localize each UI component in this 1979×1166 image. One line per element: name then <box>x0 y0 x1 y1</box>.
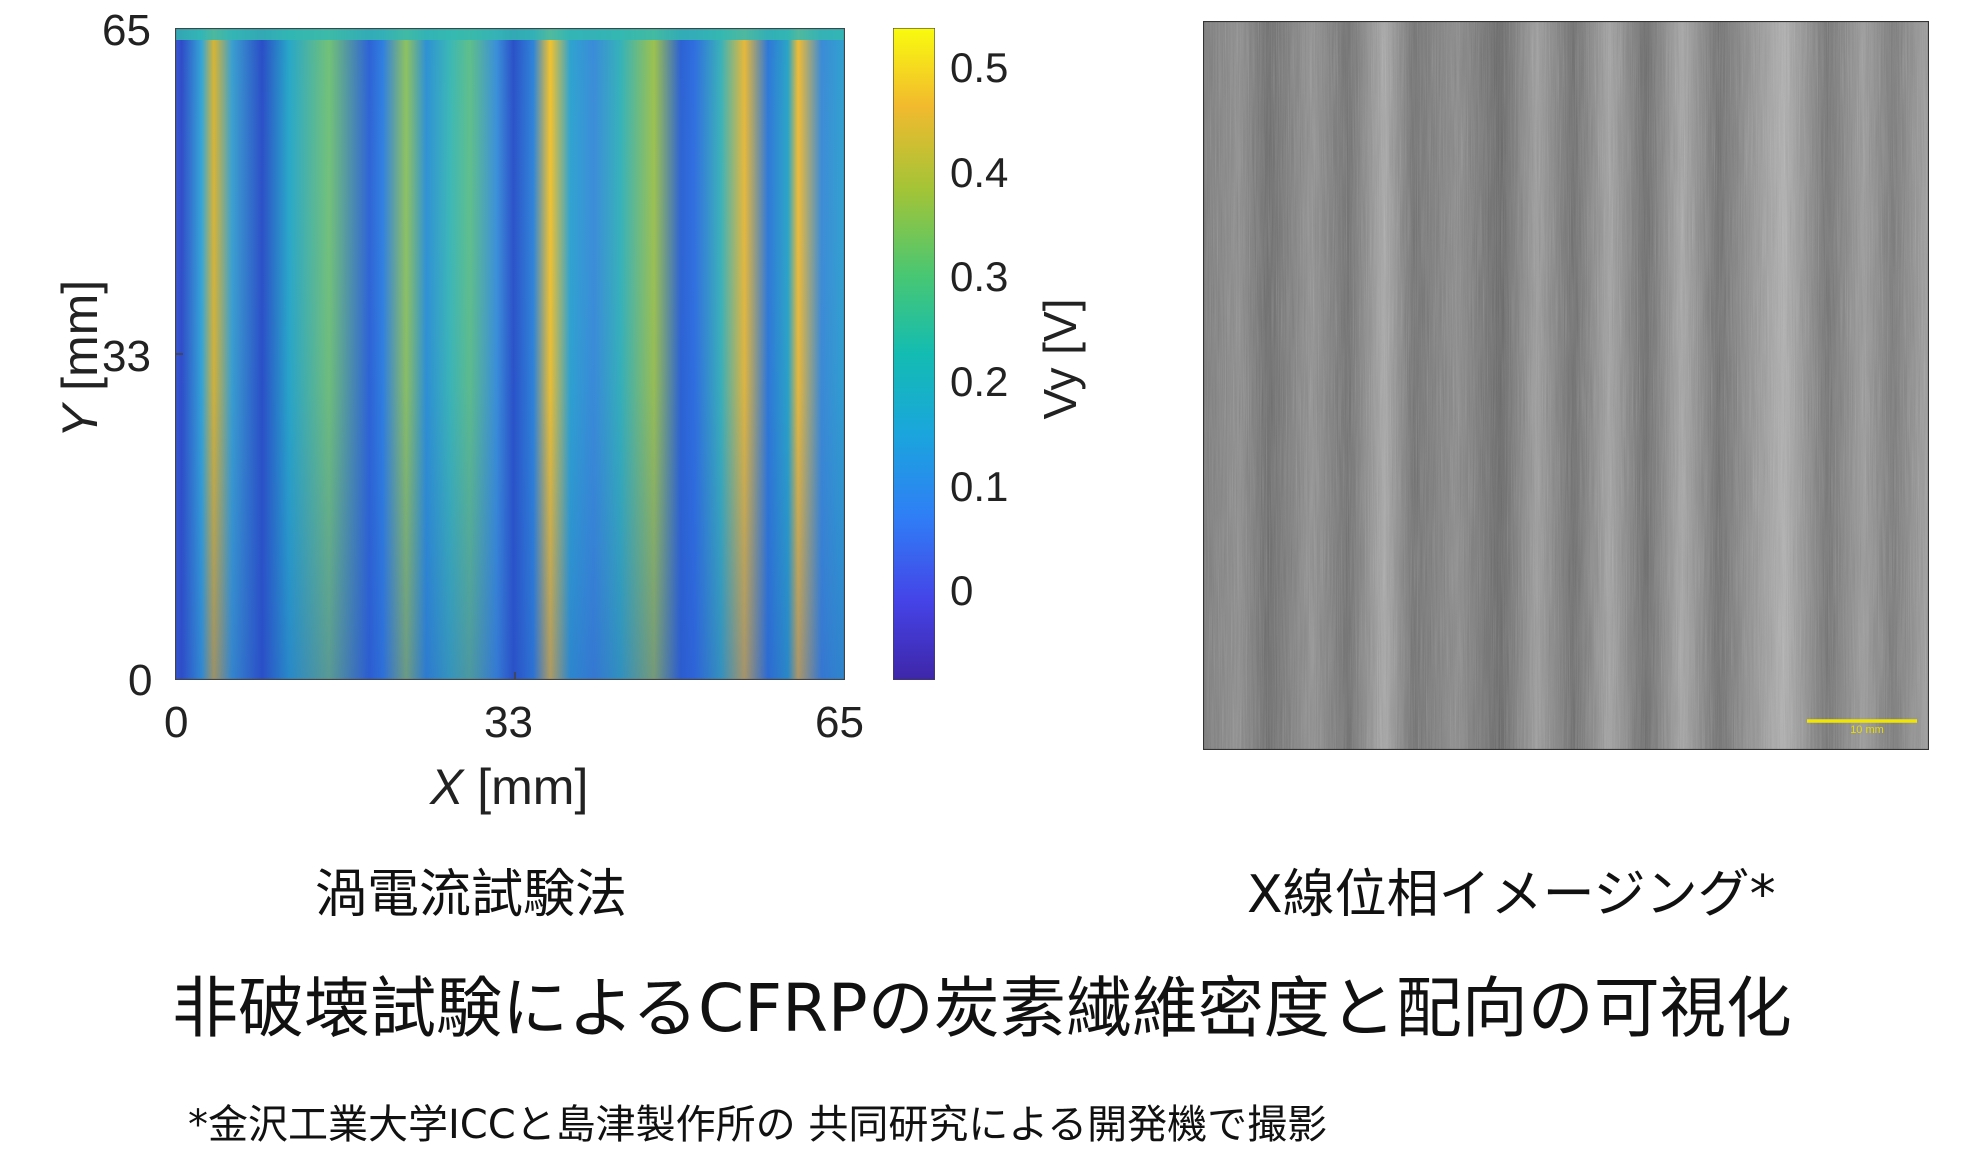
heatmap-plot <box>175 28 845 680</box>
colorbar-tick-0.2: 0.2 <box>950 358 1009 405</box>
colorbar-tick-0.4: 0.4 <box>950 149 1009 196</box>
y-tick-0: 0 <box>128 656 153 705</box>
x-tick-0: 0 <box>164 698 189 747</box>
x-tick-33: 33 <box>484 698 533 747</box>
xray-image <box>1203 21 1929 750</box>
footnote: *金沢工業大学ICCと島津製作所の 共同研究による開発機で撮影 <box>188 1102 1328 1148</box>
colorbar-tick-0: 0 <box>950 567 974 614</box>
eddy-current-caption: 渦電流試験法 <box>315 865 628 925</box>
x-axis-label: X [mm] <box>430 759 589 815</box>
y-tick-33: 33 <box>102 332 151 381</box>
colorbar-tick-0.3: 0.3 <box>950 253 1009 300</box>
colorbar <box>893 28 935 680</box>
xray-caption: X線位相イメージング* <box>1247 865 1776 925</box>
page-title: 非破壊試験によるCFRPの炭素繊維密度と配向の可視化 <box>172 970 1792 1047</box>
y-axis-label: Y [mm] <box>52 279 108 439</box>
scale-bar-label: 10 mm <box>1850 724 1884 736</box>
colorbar-tick-0.1: 0.1 <box>950 463 1009 510</box>
x-tick-65: 65 <box>815 698 864 747</box>
y-tick-65: 65 <box>102 6 151 55</box>
colorbar-tick-0.5: 0.5 <box>950 44 1009 91</box>
heatmap-panel: 65 33 0 0 33 65 X [mm] Y [mm] 0.5 0.4 0.… <box>0 0 1086 830</box>
colorbar-label: Vy [V] <box>1034 298 1086 420</box>
